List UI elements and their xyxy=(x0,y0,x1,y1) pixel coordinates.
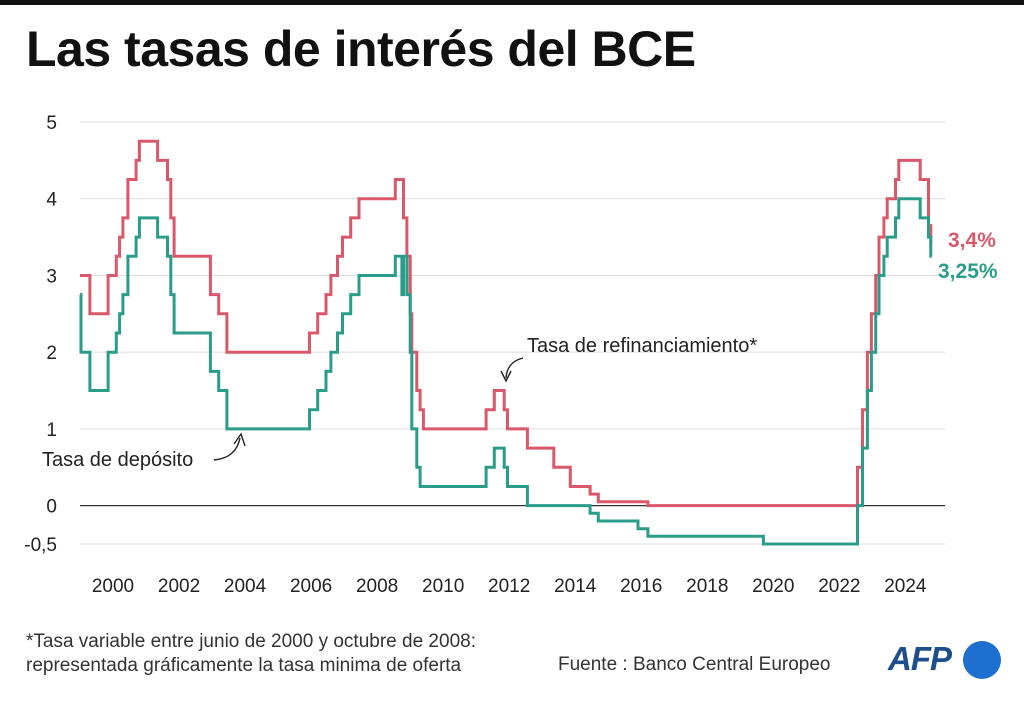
annotation-deposit-arrow xyxy=(213,437,241,461)
source-credit: Fuente : Banco Central Europeo xyxy=(558,654,831,675)
y-tick-label: 2 xyxy=(46,343,57,364)
x-tick-label: 2022 xyxy=(818,576,860,597)
x-tick-label: 2008 xyxy=(356,576,398,597)
x-tick-label: 2002 xyxy=(158,576,200,597)
x-axis-ticks: 2000 2002 2004 2006 2008 2010 2012 2014 2016 2018… xyxy=(92,576,927,597)
top-rule xyxy=(0,0,1024,5)
x-tick-label: 2020 xyxy=(752,576,794,597)
afp-logo-dot-icon xyxy=(963,641,1001,679)
y-tick-label: 0 xyxy=(46,497,57,518)
x-tick-label: 2014 xyxy=(554,576,597,597)
x-tick-label: 2024 xyxy=(884,576,927,597)
x-tick-label: 2012 xyxy=(488,576,530,597)
x-tick-label: 2006 xyxy=(290,576,332,597)
x-tick-label: 2004 xyxy=(224,576,267,597)
y-tick-label: 4 xyxy=(46,190,57,211)
end-label-deposit: 3,25% xyxy=(938,260,998,283)
footnote: *Tasa variable entre junio de 2000 y oct… xyxy=(26,630,476,678)
annotation-deposit-arrowhead xyxy=(233,432,246,447)
y-axis-ticks: 5 4 3 2 1 0 -0,5 xyxy=(24,113,57,556)
y-tick-label: -0,5 xyxy=(24,535,57,556)
annotation-refi: Tasa de refinanciamiento* xyxy=(527,335,757,357)
x-tick-label: 2018 xyxy=(686,576,728,597)
annotation-refi-arrow xyxy=(505,357,524,379)
series-line-refinancing xyxy=(80,139,933,508)
x-tick-label: 2016 xyxy=(620,576,662,597)
y-tick-label: 5 xyxy=(46,113,57,134)
x-tick-label: 2000 xyxy=(92,576,134,597)
footnote-line-1: *Tasa variable entre junio de 2000 y oct… xyxy=(26,631,476,652)
footnote-line-2: representada gráficamente la tasa minima… xyxy=(26,655,462,676)
series-lines xyxy=(79,139,933,546)
annotation-refi-arrowhead xyxy=(500,370,512,383)
x-tick-label: 2010 xyxy=(422,576,464,597)
y-tick-label: 1 xyxy=(46,420,57,441)
y-tick-label: 3 xyxy=(46,266,57,287)
series-line-deposit xyxy=(79,197,933,546)
afp-logo-text: AFP xyxy=(888,640,952,677)
page-title: Las tasas de interés del BCE xyxy=(26,21,696,77)
annotation-deposit: Tasa de depósito xyxy=(42,449,193,471)
end-label-refi: 3,4% xyxy=(948,229,996,252)
